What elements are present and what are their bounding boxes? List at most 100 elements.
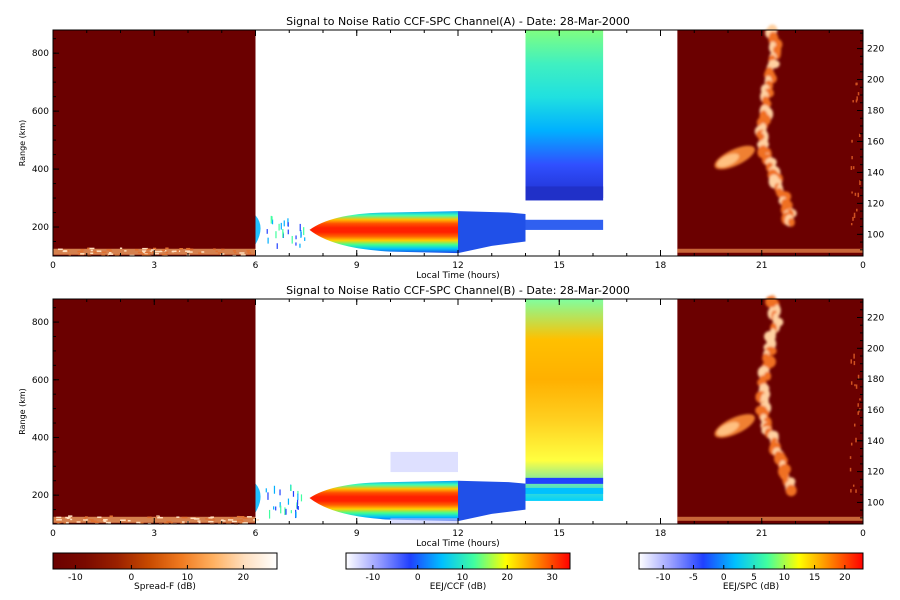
colorbar-3: -10 -5 0 5 10 15 20 EEJ/SPC (dB) bbox=[638, 552, 864, 592]
eej-ccf-speck bbox=[296, 504, 298, 510]
x-tick-label: 0 bbox=[860, 529, 866, 539]
colorbar-tick-label: 20 bbox=[502, 573, 514, 583]
eej-ccf-speck bbox=[270, 215, 272, 224]
echo-speck bbox=[240, 254, 246, 256]
echo-speck bbox=[109, 515, 113, 518]
echo-speck bbox=[189, 248, 194, 251]
eej-ccf-speck bbox=[271, 219, 274, 225]
colorbar-tick-label: 20 bbox=[238, 573, 250, 583]
colorbars: -10 0 10 20 Spread-F (dB) -10 0 10 20 30 EEJ/CCF (… bbox=[52, 552, 864, 592]
echo-speck bbox=[134, 249, 139, 251]
echo-speck bbox=[70, 518, 73, 521]
edge-speck bbox=[854, 384, 856, 387]
echo-speck bbox=[83, 519, 88, 521]
echo-speck bbox=[83, 517, 87, 520]
echo-speck bbox=[93, 251, 97, 254]
echo-speck bbox=[77, 250, 84, 253]
edge-speck bbox=[856, 208, 858, 212]
echo-speck bbox=[108, 250, 113, 252]
edge-speck bbox=[852, 484, 855, 487]
eej-spc-band bbox=[525, 186, 604, 201]
x-tick-label: 12 bbox=[452, 529, 463, 539]
echo-speck bbox=[101, 519, 104, 521]
edge-speck bbox=[857, 374, 860, 380]
eej-ccf-speck bbox=[284, 507, 286, 516]
edge-speck bbox=[850, 359, 852, 364]
echo-speck bbox=[220, 253, 225, 255]
echo-speck bbox=[220, 520, 226, 522]
colorbar-tick-label: 20 bbox=[839, 573, 851, 583]
spread-f-block-left bbox=[53, 299, 256, 524]
eej-ccf-speck bbox=[290, 510, 292, 514]
spread-f-bottom-echo-right bbox=[677, 248, 863, 253]
eej-spc-column bbox=[525, 299, 604, 501]
echo-speck bbox=[56, 516, 62, 519]
eej-ccf-speck bbox=[295, 242, 297, 246]
echo-speck bbox=[179, 247, 183, 250]
echo-speck bbox=[65, 521, 69, 524]
edge-speck bbox=[850, 223, 853, 226]
echo-speck bbox=[190, 517, 196, 520]
colorbar-tick-label: 10 bbox=[182, 573, 194, 583]
echo-speck bbox=[107, 253, 114, 255]
echo-speck bbox=[170, 522, 173, 524]
edge-speck bbox=[859, 408, 861, 411]
echo-speck bbox=[166, 520, 172, 523]
echo-speck bbox=[208, 520, 214, 523]
echo-speck bbox=[234, 251, 237, 254]
x-tick-label: 21 bbox=[756, 529, 767, 539]
echo-speck bbox=[105, 521, 111, 524]
echo-speck bbox=[247, 251, 250, 253]
colorbar-tick-label: -10 bbox=[656, 573, 671, 583]
x-tick-label: 6 bbox=[253, 529, 259, 539]
echo-speck bbox=[246, 516, 252, 518]
echo-speck bbox=[221, 248, 225, 251]
x-tick-label: 15 bbox=[554, 529, 565, 539]
y-right-tick-label: 100 bbox=[867, 498, 884, 508]
echo-speck bbox=[239, 516, 245, 518]
echo-speck bbox=[242, 517, 248, 519]
eej-ccf-speck bbox=[287, 498, 290, 505]
eej-ccf-speck bbox=[295, 511, 297, 518]
echo-speck bbox=[90, 249, 93, 252]
echo-speck bbox=[246, 249, 251, 252]
edge-speck bbox=[859, 398, 861, 401]
edge-speck bbox=[856, 82, 858, 86]
edge-speck bbox=[853, 215, 856, 219]
echo-speck bbox=[144, 253, 148, 255]
echo-speck bbox=[145, 251, 151, 254]
edge-speck bbox=[852, 216, 854, 221]
edge-speck bbox=[854, 192, 857, 196]
colorbar-gradient bbox=[345, 552, 571, 570]
eej-ccf-speck bbox=[279, 502, 281, 508]
eej-ccf-speck bbox=[267, 492, 269, 500]
eej-ccf-speck bbox=[299, 223, 301, 232]
echo-speck bbox=[101, 254, 106, 256]
edge-speck bbox=[856, 96, 858, 101]
plume-branch-core bbox=[716, 422, 740, 436]
echo-speck bbox=[215, 250, 218, 253]
echo-speck bbox=[185, 250, 191, 252]
edge-speck bbox=[855, 437, 857, 443]
edge-speck bbox=[850, 381, 853, 385]
x-tick-label: 0 bbox=[50, 529, 56, 539]
edge-speck bbox=[853, 212, 856, 217]
eej-ccf-speck bbox=[265, 488, 267, 493]
echo-speck bbox=[198, 521, 201, 524]
edge-speck bbox=[851, 191, 853, 194]
echo-speck bbox=[232, 250, 236, 252]
x-tick-label: 18 bbox=[655, 261, 667, 271]
eej-ccf-speck bbox=[285, 508, 287, 515]
y-axis-label: Range (km) bbox=[18, 388, 27, 435]
eej-ccf-speck bbox=[278, 223, 280, 231]
echo-speck bbox=[239, 522, 245, 524]
colorbar-tick-label: -10 bbox=[68, 573, 83, 583]
eej-ccf-speck bbox=[276, 243, 278, 249]
edge-speck bbox=[853, 361, 856, 366]
echo-speck bbox=[80, 249, 85, 251]
echo-speck bbox=[157, 516, 161, 518]
plume-branch-core bbox=[716, 153, 740, 168]
echo-speck bbox=[240, 519, 243, 521]
y-right-tick-label: 160 bbox=[867, 137, 884, 147]
echo-speck bbox=[176, 250, 179, 252]
